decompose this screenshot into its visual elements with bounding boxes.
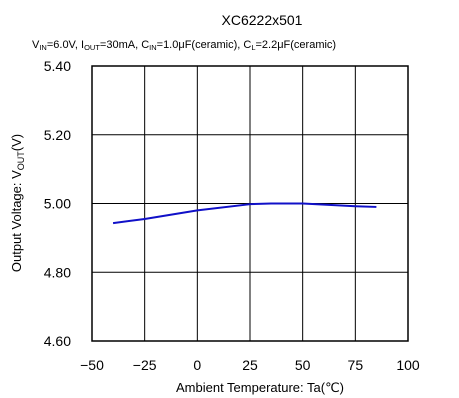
condition-symbol: V bbox=[32, 39, 40, 51]
plot-area bbox=[91, 65, 409, 342]
x-tick-label: 100 bbox=[396, 357, 420, 373]
condition-value: =6.0V, bbox=[47, 39, 81, 51]
y-tick-label: 5.20 bbox=[44, 127, 71, 143]
condition-symbol: I bbox=[81, 39, 84, 51]
x-tick-label: −50 bbox=[80, 357, 104, 373]
y-tick-label: 4.80 bbox=[44, 264, 71, 280]
chart-title: XC6222x501 bbox=[222, 12, 303, 28]
x-tick-label: 75 bbox=[348, 357, 364, 373]
chart-conditions: VIN=6.0V, IOUT=30mA, CIN=1.0μF(ceramic),… bbox=[32, 39, 336, 52]
condition-value: =30mA, bbox=[100, 39, 141, 51]
data-series-layer bbox=[112, 202, 377, 225]
x-tick-label: 0 bbox=[193, 357, 201, 373]
x-tick-labels: −50 −25 0 25 50 75 100 bbox=[80, 357, 420, 373]
condition-subscript: IN bbox=[39, 43, 47, 52]
condition-symbol: C bbox=[243, 39, 251, 51]
x-tick-label: 25 bbox=[242, 357, 258, 373]
ylabel-unit: (V) bbox=[9, 134, 24, 151]
ylabel-main: Output Voltage: V bbox=[9, 170, 24, 272]
y-tick-label: 5.00 bbox=[44, 196, 71, 212]
condition-subscript: OUT bbox=[84, 43, 100, 52]
voltage-series-line bbox=[112, 202, 377, 225]
y-tick-labels: 4.60 4.80 5.00 5.20 5.40 bbox=[44, 58, 71, 349]
plot-frame bbox=[91, 65, 409, 342]
ylabel-subscript: OUT bbox=[16, 151, 26, 171]
condition-symbol: C bbox=[141, 39, 149, 51]
condition-value: =1.0μF(ceramic), bbox=[157, 39, 244, 51]
y-axis-label: Output Voltage: VOUT(V) bbox=[9, 134, 26, 272]
x-tick-label: 50 bbox=[295, 357, 311, 373]
x-axis-label: Ambient Temperature: Ta(℃) bbox=[176, 380, 344, 395]
condition-value: =2.2μF(ceramic) bbox=[255, 39, 336, 51]
y-tick-label: 4.60 bbox=[44, 333, 71, 349]
y-tick-label: 5.40 bbox=[44, 58, 71, 74]
condition-subscript: IN bbox=[149, 43, 157, 52]
x-tick-label: −25 bbox=[133, 357, 157, 373]
condition-subscript: L bbox=[251, 43, 255, 52]
